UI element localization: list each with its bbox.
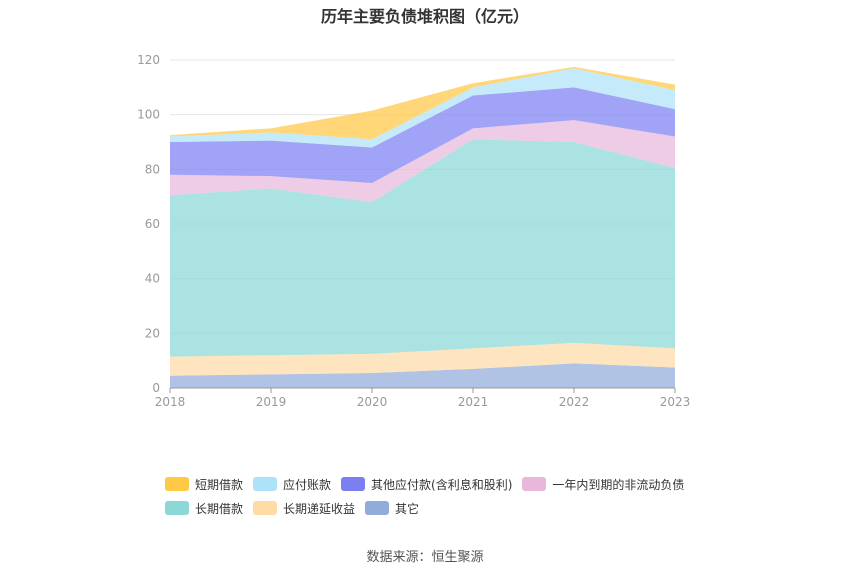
area-series-5	[170, 68, 675, 148]
legend-item-deferred-income[interactable]: 长期递延收益	[253, 500, 355, 517]
legend-label: 长期递延收益	[283, 501, 356, 516]
x-tick-label: 2021	[458, 395, 489, 409]
legend-item-long-term-loans[interactable]: 长期借款	[165, 500, 243, 517]
x-tick-label: 2022	[559, 395, 590, 409]
legend-swatch	[253, 477, 278, 491]
legend-label: 一年内到期的非流动负债	[552, 477, 685, 492]
y-tick-label: 120	[137, 53, 160, 67]
area-series-4	[170, 87, 675, 183]
chart-title: 历年主要负债堆积图（亿元）	[320, 7, 529, 26]
legend: 短期借款 应付账款 其他应付款(含利息和股利) 一年内到期的非流动负债 长期借款…	[165, 472, 725, 520]
legend-item-accounts-payable[interactable]: 应付账款	[253, 476, 331, 493]
legend-label: 应付账款	[283, 477, 332, 492]
y-tick-label: 60	[145, 217, 160, 231]
legend-label: 短期借款	[195, 477, 244, 492]
y-tick-label: 40	[145, 272, 160, 286]
area-series-0	[170, 363, 675, 388]
x-tick-label: 2019	[256, 395, 287, 409]
area-series-3	[170, 120, 675, 203]
y-tick-label: 100	[137, 108, 160, 122]
legend-item-current-noncurrent-liabilities[interactable]: 一年内到期的非流动负债	[522, 476, 684, 493]
legend-swatch	[365, 501, 390, 515]
x-tick-label: 2023	[660, 395, 691, 409]
x-tick-label: 2018	[155, 395, 186, 409]
legend-swatch	[522, 477, 547, 491]
legend-item-short-term-loans[interactable]: 短期借款	[165, 476, 243, 493]
legend-row-1: 短期借款 应付账款 其他应付款(含利息和股利) 一年内到期的非流动负债	[165, 472, 725, 496]
legend-swatch	[165, 477, 189, 491]
legend-row-2: 长期借款 长期递延收益 其它	[165, 496, 725, 520]
legend-swatch	[341, 477, 366, 491]
legend-label: 其它	[395, 501, 420, 516]
legend-swatch	[253, 501, 278, 515]
legend-swatch	[165, 501, 189, 515]
x-tick-label: 2020	[357, 395, 388, 409]
area-series-6	[170, 66, 675, 140]
legend-label: 其他应付款(含利息和股利)	[371, 477, 513, 492]
legend-label: 长期借款	[195, 501, 244, 516]
stacked-area-chart: 0 20 40 60 80 100 120 2018 2019 2020 2021 2022 2023	[137, 53, 691, 409]
area-series-2	[170, 139, 675, 357]
y-tick-label: 80	[145, 162, 160, 176]
y-tick-label: 20	[145, 326, 160, 340]
legend-item-other-payables[interactable]: 其他应付款(含利息和股利)	[341, 476, 512, 493]
data-source: 数据来源：恒生聚源	[366, 550, 484, 565]
y-tick-label: 0	[152, 381, 160, 395]
area-series-1	[170, 342, 675, 376]
legend-item-other[interactable]: 其它	[365, 500, 419, 517]
